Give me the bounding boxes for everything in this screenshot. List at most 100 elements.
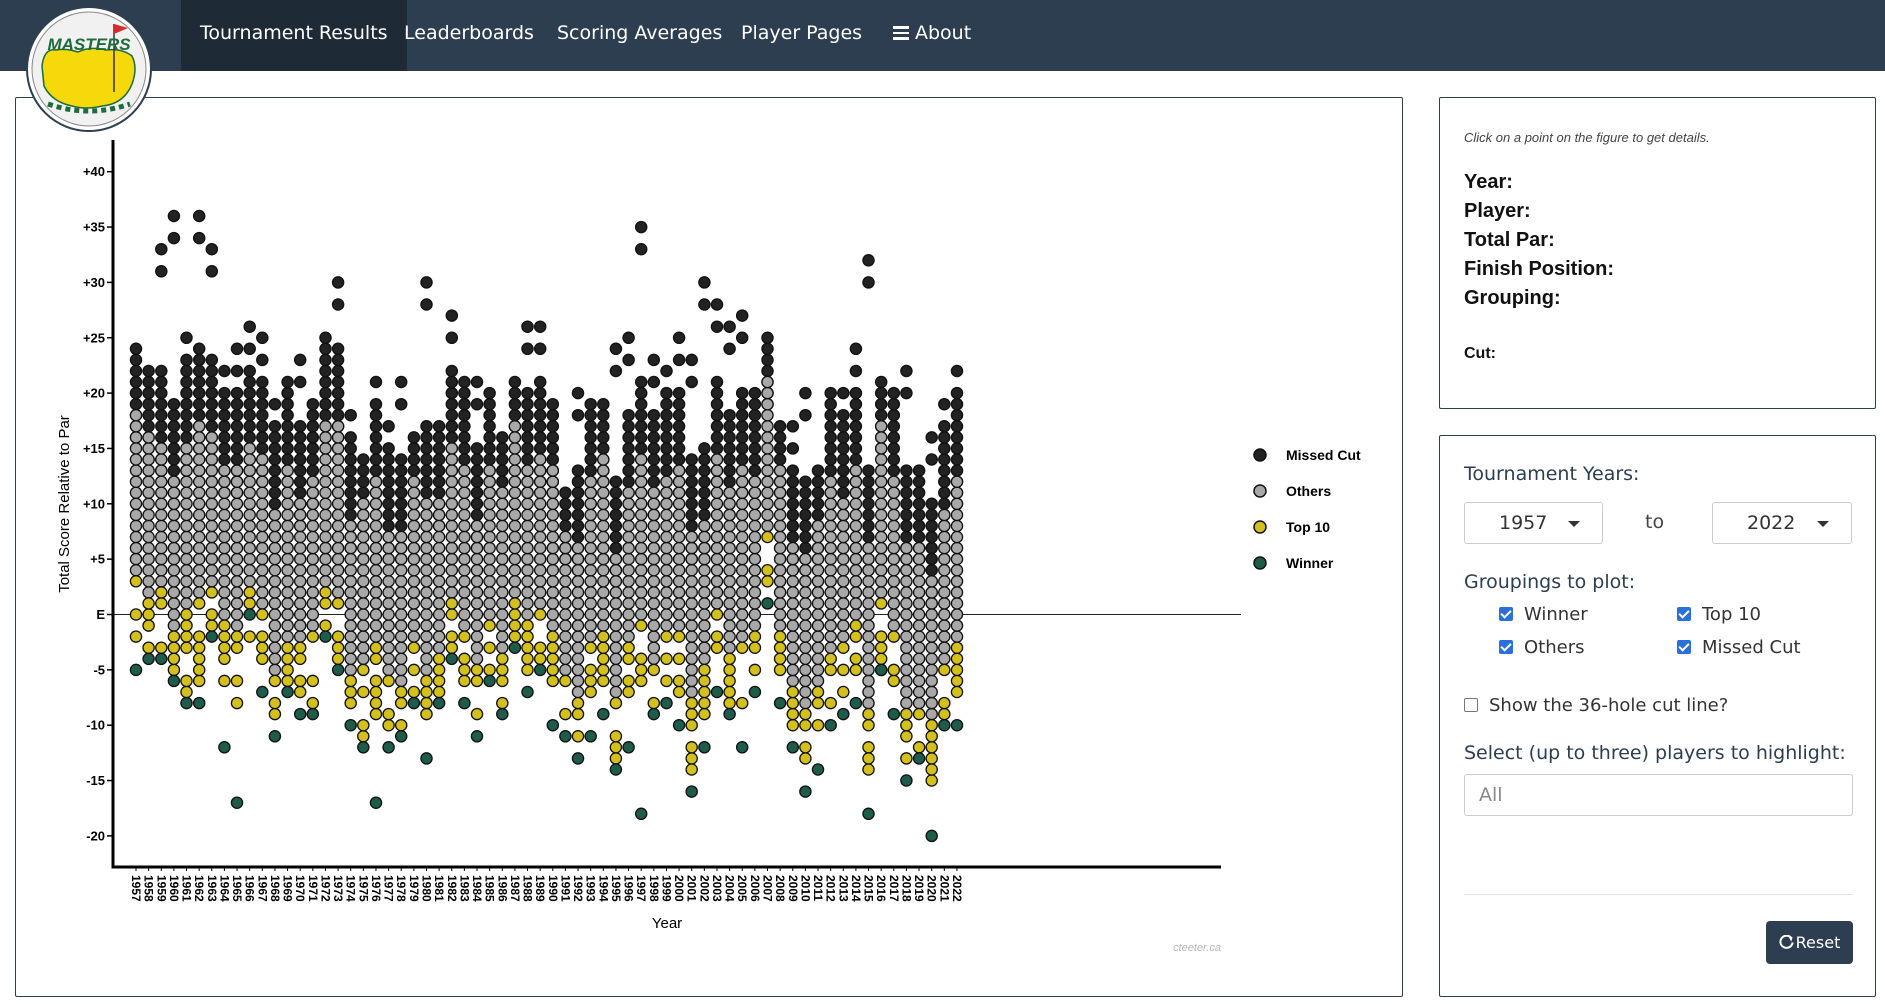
data-point[interactable] <box>887 530 901 544</box>
data-point[interactable] <box>584 431 597 444</box>
data-point[interactable] <box>811 464 825 477</box>
data-point[interactable] <box>306 552 320 566</box>
data-point[interactable] <box>685 575 698 588</box>
data-point[interactable] <box>672 586 686 599</box>
data-point[interactable] <box>432 685 446 699</box>
data-point[interactable] <box>837 508 850 522</box>
data-point[interactable] <box>192 453 206 466</box>
data-point[interactable] <box>357 497 370 511</box>
data-point[interactable] <box>470 475 484 488</box>
data-point[interactable] <box>761 464 774 477</box>
data-point[interactable] <box>862 663 875 677</box>
data-point[interactable] <box>786 541 800 555</box>
data-point[interactable] <box>723 563 736 577</box>
data-point[interactable] <box>685 464 698 477</box>
data-point[interactable] <box>129 519 143 533</box>
data-point[interactable] <box>622 685 635 699</box>
data-point[interactable] <box>900 652 913 666</box>
data-point[interactable] <box>293 552 307 566</box>
data-point[interactable] <box>180 464 193 477</box>
data-point[interactable] <box>458 453 471 466</box>
data-point[interactable] <box>584 464 597 477</box>
data-point[interactable] <box>698 276 711 289</box>
data-point[interactable] <box>445 486 459 499</box>
data-point[interactable] <box>685 375 698 389</box>
data-point[interactable] <box>938 431 951 444</box>
data-point[interactable] <box>698 586 711 599</box>
data-point[interactable] <box>167 608 181 621</box>
data-point[interactable] <box>394 663 408 677</box>
data-point[interactable] <box>912 575 926 588</box>
data-point[interactable] <box>243 442 256 455</box>
data-point[interactable] <box>256 630 269 643</box>
data-point[interactable] <box>129 342 143 356</box>
data-point[interactable] <box>293 619 307 632</box>
data-point[interactable] <box>799 530 812 544</box>
data-point[interactable] <box>218 563 231 577</box>
data-point[interactable] <box>622 608 635 621</box>
data-point[interactable] <box>483 575 496 588</box>
data-point[interactable] <box>862 674 875 688</box>
data-point[interactable] <box>761 420 774 433</box>
data-point[interactable] <box>546 408 560 422</box>
data-point[interactable] <box>256 552 269 566</box>
data-point[interactable] <box>268 563 282 577</box>
data-point[interactable] <box>306 420 320 433</box>
data-point[interactable] <box>230 586 244 599</box>
data-point[interactable] <box>281 519 294 533</box>
data-point[interactable] <box>849 486 863 499</box>
data-point[interactable] <box>230 342 244 356</box>
data-point[interactable] <box>407 663 421 677</box>
data-point[interactable] <box>521 420 534 433</box>
data-point[interactable] <box>142 652 155 666</box>
data-point[interactable] <box>394 608 408 621</box>
data-point[interactable] <box>887 597 901 610</box>
data-point[interactable] <box>306 608 320 621</box>
data-point[interactable] <box>394 519 408 533</box>
data-point[interactable] <box>369 630 383 643</box>
data-point[interactable] <box>218 431 231 444</box>
data-point[interactable] <box>698 475 711 488</box>
data-point[interactable] <box>129 431 143 444</box>
data-point[interactable] <box>420 431 433 444</box>
data-point[interactable] <box>319 508 332 522</box>
data-point[interactable] <box>306 630 320 643</box>
data-point[interactable] <box>546 563 560 577</box>
data-point[interactable] <box>647 475 661 488</box>
data-point[interactable] <box>458 575 471 588</box>
data-point[interactable] <box>445 464 459 477</box>
data-point[interactable] <box>256 575 269 588</box>
data-point[interactable] <box>735 530 749 544</box>
data-point[interactable] <box>735 552 749 566</box>
data-point[interactable] <box>786 619 800 632</box>
data-point[interactable] <box>129 375 143 389</box>
data-point[interactable] <box>432 663 446 677</box>
data-point[interactable] <box>483 519 496 533</box>
data-point[interactable] <box>748 486 762 499</box>
data-point[interactable] <box>571 730 585 743</box>
data-point[interactable] <box>357 741 370 754</box>
data-point[interactable] <box>811 541 825 555</box>
data-point[interactable] <box>407 685 421 699</box>
data-point[interactable] <box>218 630 231 643</box>
data-point[interactable] <box>912 630 926 643</box>
data-point[interactable] <box>192 597 206 610</box>
data-point[interactable] <box>369 641 383 654</box>
data-point[interactable] <box>622 408 635 422</box>
data-point[interactable] <box>521 608 534 621</box>
data-point[interactable] <box>559 486 572 499</box>
data-point[interactable] <box>180 575 193 588</box>
data-point[interactable] <box>622 541 635 555</box>
data-point[interactable] <box>950 464 964 477</box>
nav-leaderboards[interactable]: Leaderboards <box>404 22 534 44</box>
data-point[interactable] <box>533 608 547 621</box>
data-point[interactable] <box>597 586 610 599</box>
data-point[interactable] <box>205 541 219 555</box>
data-point[interactable] <box>597 541 610 555</box>
data-point[interactable] <box>912 663 926 677</box>
data-point[interactable] <box>357 597 370 610</box>
data-point[interactable] <box>268 397 282 411</box>
data-point[interactable] <box>761 508 774 522</box>
data-point[interactable] <box>647 508 661 522</box>
data-point[interactable] <box>874 586 888 599</box>
